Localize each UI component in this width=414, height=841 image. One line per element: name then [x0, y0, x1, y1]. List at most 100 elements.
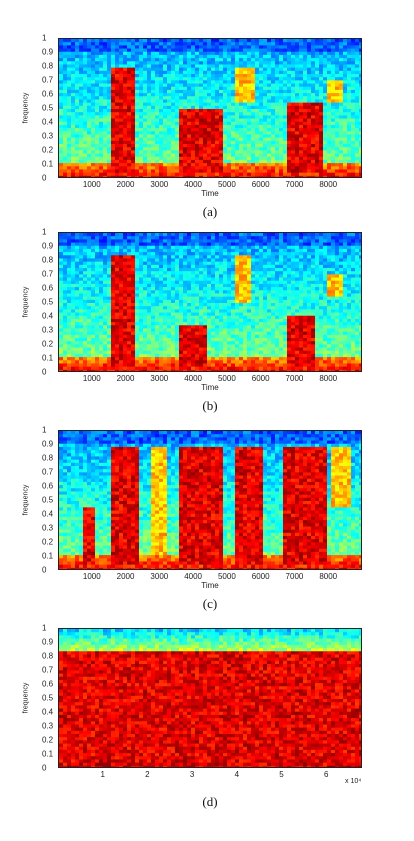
spectrogram-cell — [63, 280, 68, 285]
spectrogram-cell — [239, 124, 244, 129]
spectrogram-cell — [227, 74, 232, 78]
spectrogram-cell — [111, 287, 116, 291]
spectrogram-cell — [263, 175, 268, 177]
spectrogram-cell — [119, 159, 124, 164]
spectrogram-cell — [323, 99, 328, 104]
spectrogram-cell — [139, 315, 144, 320]
spectrogram-cell — [199, 115, 204, 120]
spectrogram-cell — [123, 153, 128, 158]
spectrogram-cell — [167, 156, 172, 161]
spectrogram-cell — [63, 172, 68, 177]
spectrogram-cell — [163, 239, 168, 244]
spectrogram-cell — [179, 334, 184, 339]
spectrogram-cell — [99, 51, 104, 56]
spectrogram-cell — [159, 290, 164, 294]
spectrogram-cell — [347, 58, 352, 62]
spectrogram-cell — [299, 159, 304, 164]
spectrogram-cell — [279, 175, 284, 177]
spectrogram-cell — [147, 322, 152, 326]
spectrogram-cell — [163, 105, 168, 110]
spectrogram-cell — [87, 299, 92, 304]
spectrogram-cell — [171, 61, 176, 65]
spectrogram-cell — [83, 293, 88, 298]
spectrogram-cell — [223, 48, 228, 53]
spectrogram-cell — [355, 48, 360, 53]
spectrogram-cell — [175, 128, 180, 132]
spectrogram-cell — [223, 150, 228, 155]
spectrogram-cell — [283, 166, 288, 170]
spectrogram-cell — [59, 274, 64, 279]
spectrogram-cell — [299, 64, 304, 69]
spectrogram-cell — [355, 131, 360, 135]
spectrogram-cell — [287, 51, 292, 56]
spectrogram-cell — [115, 156, 120, 161]
spectrogram-cell — [139, 261, 144, 266]
spectrogram-cell — [99, 74, 104, 78]
spectrogram-cell — [115, 150, 120, 155]
spectrogram-cell — [223, 70, 228, 75]
spectrogram-cell — [147, 290, 152, 294]
spectrogram-cell — [223, 42, 228, 46]
spectrogram-cell — [67, 131, 72, 135]
spectrogram-cell — [239, 137, 244, 142]
spectrogram-cell — [91, 280, 96, 285]
spectrogram-cell — [131, 280, 136, 285]
spectrogram-cell — [63, 318, 68, 323]
spectrogram-cell — [195, 287, 200, 291]
spectrogram-cell — [219, 64, 224, 69]
spectrogram-cell — [307, 112, 312, 116]
spectrogram-cell — [79, 252, 84, 256]
spectrogram-cell — [179, 312, 184, 317]
spectrogram-cell — [183, 287, 188, 291]
spectrogram-cell — [207, 128, 212, 132]
spectrogram-cell — [135, 341, 140, 345]
spectrogram-cell — [147, 64, 152, 69]
spectrogram-cell — [71, 118, 76, 123]
spectrogram-cell — [159, 175, 164, 177]
spectrogram-cell — [351, 83, 356, 88]
spectrogram-cell — [123, 74, 128, 78]
spectrogram-cell — [203, 105, 208, 110]
spectrogram-cell — [251, 80, 256, 85]
spectrogram-cell — [127, 328, 132, 333]
spectrogram-cell — [107, 360, 112, 364]
spectrogram-cell — [175, 140, 180, 145]
spectrogram-cell — [195, 83, 200, 88]
spectrogram-cell — [103, 290, 108, 294]
spectrogram-cell — [123, 172, 128, 177]
spectrogram-cell — [191, 357, 196, 361]
spectrogram-cell — [299, 58, 304, 62]
spectrogram-cell — [159, 274, 164, 279]
spectrogram-cell — [79, 39, 84, 43]
spectrogram-cell — [115, 153, 120, 158]
spectrogram-cell — [131, 274, 136, 279]
spectrogram-cell — [359, 54, 361, 59]
spectrogram-cell — [319, 96, 324, 100]
spectrogram-cell — [139, 80, 144, 85]
spectrogram-cell — [307, 45, 312, 50]
spectrogram-cell — [151, 80, 156, 85]
spectrogram-cell — [187, 137, 192, 142]
spectrogram-cell — [91, 261, 96, 266]
spectrogram-cell — [155, 115, 160, 120]
spectrogram-cell — [167, 344, 172, 349]
spectrogram-cell — [207, 172, 212, 177]
spectrogram-cell — [83, 344, 88, 349]
spectrogram-cell — [183, 144, 188, 148]
spectrogram-cell — [219, 137, 224, 142]
spectrogram-cell — [307, 99, 312, 104]
spectrogram-cell — [143, 109, 148, 113]
spectrogram-cell — [195, 315, 200, 320]
spectrogram-cell — [327, 105, 332, 110]
spectrogram-cell — [79, 268, 84, 272]
spectrogram-cell — [351, 175, 356, 177]
spectrogram-cell — [131, 77, 136, 81]
spectrogram-cell — [251, 45, 256, 50]
spectrogram-cell — [239, 74, 244, 78]
x-tick-label: 1000 — [82, 180, 101, 189]
spectrogram-cell — [175, 325, 180, 329]
spectrogram-cell — [59, 39, 64, 43]
spectrogram-cell — [199, 268, 204, 272]
spectrogram-cell — [275, 175, 280, 177]
spectrogram-cell — [95, 236, 100, 240]
